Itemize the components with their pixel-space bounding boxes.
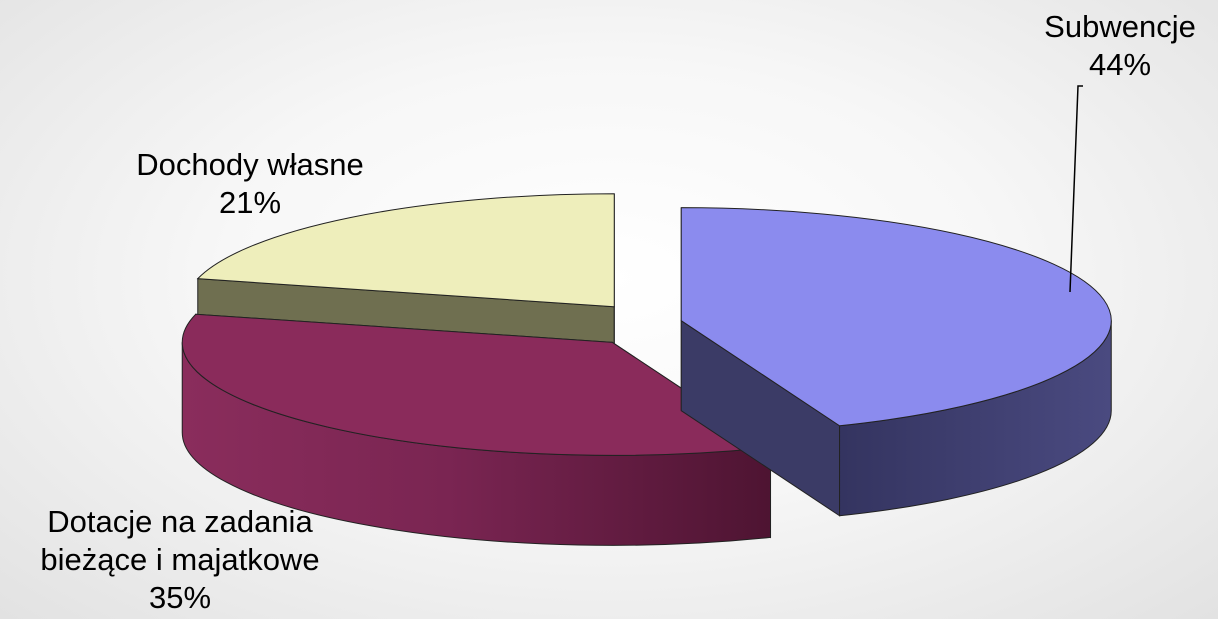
leader-line-subwencje (1069, 85, 1083, 293)
pie-slice-top-dotacje (181, 313, 772, 456)
slice-percent-dochody-wlasne: 21% (218, 185, 282, 220)
pie-slice-dotacje (181, 313, 772, 546)
slice-percent-dotacje: 35% (148, 580, 212, 615)
slice-label-subwencje: Subwencje 44% (1020, 8, 1218, 84)
slice-name-dotacje-line2: bieżące i majatkowe (40, 542, 320, 577)
slice-name-subwencje: Subwencje (1044, 9, 1196, 44)
slice-name-dotacje-line1: Dotacje na zadania (47, 504, 313, 539)
slice-label-dotacje: Dotacje na zadania bieżące i majatkowe 3… (0, 503, 360, 617)
pie-slice-top-subwencje (680, 207, 1112, 427)
pie-slice-top-dochody-wlasne (196, 193, 615, 308)
pie-slice-subwencje (680, 207, 1112, 517)
slice-name-dochody-wlasne: Dochody własne (136, 147, 364, 182)
slice-label-dochody-wlasne: Dochody własne 21% (100, 146, 400, 222)
slice-percent-subwencje: 44% (1088, 47, 1152, 82)
